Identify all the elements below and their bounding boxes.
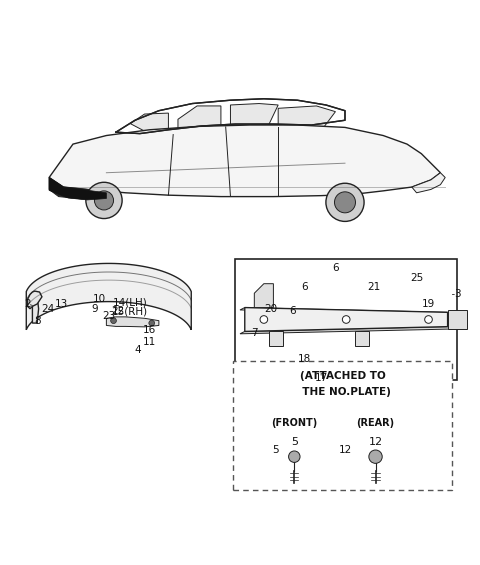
Text: 10: 10 bbox=[93, 294, 106, 304]
Text: 19: 19 bbox=[422, 299, 435, 309]
Text: 24: 24 bbox=[42, 304, 55, 314]
Circle shape bbox=[369, 450, 382, 463]
Polygon shape bbox=[49, 177, 107, 199]
Text: 12: 12 bbox=[338, 445, 352, 455]
Text: 25: 25 bbox=[410, 273, 423, 282]
Text: 12: 12 bbox=[369, 437, 383, 447]
Circle shape bbox=[260, 316, 268, 323]
Text: 6: 6 bbox=[332, 263, 339, 273]
Text: (REAR): (REAR) bbox=[357, 418, 395, 428]
Text: 22: 22 bbox=[112, 306, 125, 316]
Text: 14(LH): 14(LH) bbox=[113, 298, 148, 307]
Polygon shape bbox=[245, 307, 447, 332]
Circle shape bbox=[288, 451, 300, 462]
Circle shape bbox=[425, 316, 432, 323]
Text: 16: 16 bbox=[143, 325, 156, 335]
Text: 18: 18 bbox=[298, 354, 311, 364]
Text: THE NO.PLATE): THE NO.PLATE) bbox=[295, 388, 391, 398]
Text: 20: 20 bbox=[264, 304, 277, 314]
Text: 23: 23 bbox=[102, 311, 115, 321]
Polygon shape bbox=[240, 307, 452, 315]
Polygon shape bbox=[447, 310, 467, 329]
Circle shape bbox=[149, 320, 155, 326]
Text: 9: 9 bbox=[91, 304, 98, 314]
Polygon shape bbox=[412, 173, 445, 193]
Circle shape bbox=[111, 318, 116, 324]
Circle shape bbox=[335, 192, 356, 213]
Polygon shape bbox=[49, 125, 441, 197]
Text: (ATTACHED TO: (ATTACHED TO bbox=[300, 371, 385, 381]
FancyBboxPatch shape bbox=[235, 259, 457, 380]
Circle shape bbox=[326, 183, 364, 221]
Polygon shape bbox=[107, 317, 159, 327]
Text: 6: 6 bbox=[301, 282, 308, 292]
Text: 13: 13 bbox=[54, 299, 68, 309]
Text: 17: 17 bbox=[314, 373, 328, 383]
Polygon shape bbox=[178, 106, 221, 130]
Text: 3: 3 bbox=[454, 289, 460, 299]
Text: (FRONT): (FRONT) bbox=[271, 418, 317, 428]
Polygon shape bbox=[230, 103, 278, 127]
Polygon shape bbox=[28, 291, 42, 308]
Polygon shape bbox=[49, 177, 107, 200]
Circle shape bbox=[342, 316, 350, 323]
Polygon shape bbox=[355, 332, 369, 346]
Polygon shape bbox=[240, 327, 452, 334]
Polygon shape bbox=[278, 106, 336, 131]
Text: 4: 4 bbox=[134, 345, 141, 355]
Text: 2: 2 bbox=[24, 299, 31, 309]
Circle shape bbox=[95, 191, 114, 210]
Text: 5: 5 bbox=[291, 437, 298, 447]
Text: 8: 8 bbox=[34, 316, 40, 325]
Polygon shape bbox=[254, 284, 274, 307]
Text: 11: 11 bbox=[143, 337, 156, 347]
Text: 7: 7 bbox=[251, 328, 258, 338]
Text: 5: 5 bbox=[273, 445, 279, 455]
Polygon shape bbox=[26, 263, 191, 330]
Text: 15(RH): 15(RH) bbox=[112, 306, 148, 316]
Polygon shape bbox=[269, 332, 283, 346]
Text: 6: 6 bbox=[289, 306, 296, 316]
Polygon shape bbox=[33, 297, 38, 323]
Polygon shape bbox=[130, 113, 168, 133]
Circle shape bbox=[86, 182, 122, 219]
Text: 21: 21 bbox=[367, 282, 380, 292]
FancyBboxPatch shape bbox=[233, 361, 452, 490]
